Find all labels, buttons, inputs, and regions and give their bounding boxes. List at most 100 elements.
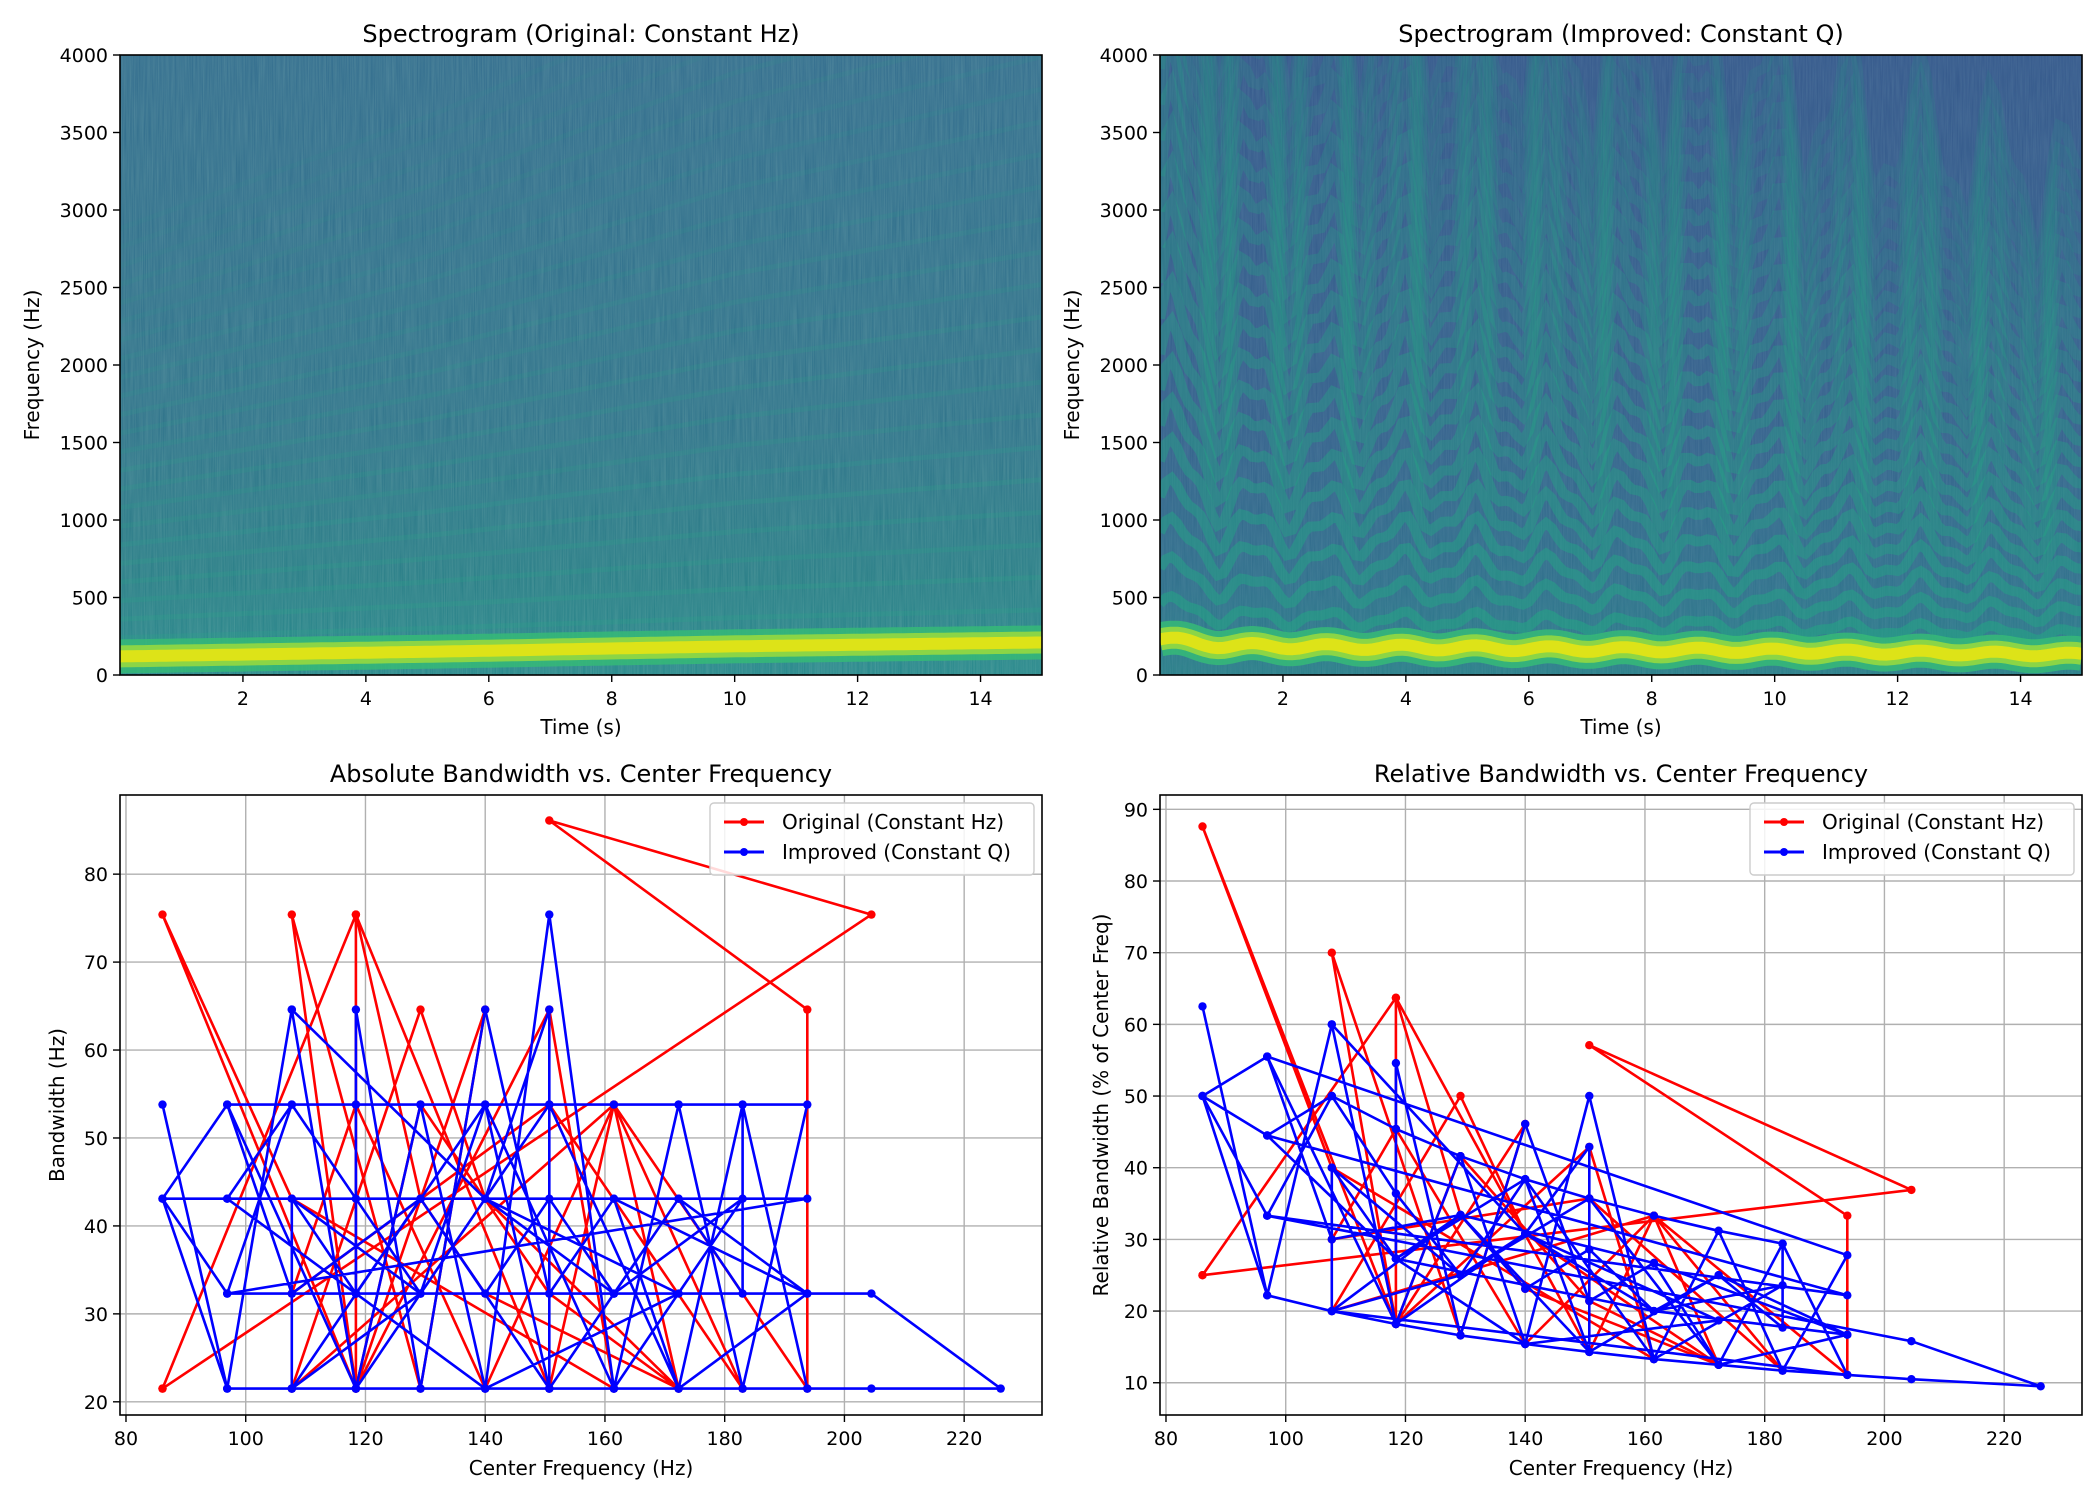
relative-bandwidth-improved-point [1327, 1235, 1337, 1244]
spectrogram-improved-ylabel: Frequency (Hz) [1060, 290, 1084, 441]
spectrogram-improved-harmonic-line [1160, 69, 2082, 420]
spectrogram-original-harmonic-line [120, 281, 1042, 455]
spectrogram-original-harmonic-line [120, 412, 1042, 529]
absolute-bandwidth-improved-point [416, 1384, 425, 1393]
spectrogram-original-harmonic-line [120, 55, 1042, 324]
spectrogram-original-title: Spectrogram (Original: Constant Hz) [362, 20, 799, 48]
spectrogram-improved-fundamental-line [1160, 631, 2082, 663]
relative-bandwidth-improved-point [1907, 1337, 1916, 1346]
absolute-bandwidth-xtick-label: 120 [347, 1428, 383, 1450]
absolute-bandwidth-improved-point [545, 1005, 554, 1014]
absolute-bandwidth-xtick-label: 220 [946, 1428, 982, 1450]
absolute-bandwidth-improved-point [674, 1384, 683, 1393]
absolute-bandwidth-original-point [867, 910, 876, 919]
absolute-bandwidth-original-point [416, 1005, 425, 1014]
relative-bandwidth-improved-point [1263, 1291, 1272, 1300]
relative-bandwidth-improved-point [1843, 1330, 1852, 1339]
relative-bandwidth-original-point [1391, 993, 1401, 1002]
relative-bandwidth-improved-point [1843, 1251, 1852, 1260]
relative-bandwidth-improved-point [1456, 1210, 1465, 1220]
relative-bandwidth-legend: Original (Constant Hz) Improved (Constan… [1749, 802, 2075, 876]
spectrogram-improved-xtick-label: 14 [2008, 688, 2032, 710]
spectrogram-improved-harmonic-line [1160, 551, 2082, 628]
spectrogram-original-harmonic-line [120, 574, 1042, 622]
relative-bandwidth-xtick-label: 180 [1747, 1428, 1783, 1450]
absolute-bandwidth-improved-point [867, 1384, 876, 1393]
absolute-bandwidth-improved-point [545, 1289, 554, 1298]
spectrogram-original-xtick-label: 12 [846, 688, 870, 710]
relative-bandwidth-original-point [1327, 948, 1337, 957]
relative-bandwidth-improved-point [1649, 1211, 1659, 1220]
spectrogram-improved-ytick-label: 2000 [1100, 355, 1148, 377]
relative-bandwidth-improved-point [1263, 1131, 1272, 1140]
relative-bandwidth-improved-point [1714, 1316, 1723, 1325]
absolute-bandwidth-ytick-label: 30 [84, 1304, 108, 1326]
spectrogram-original-xtick-label: 14 [968, 688, 992, 710]
relative-bandwidth-improved-point [1778, 1323, 1787, 1332]
absolute-bandwidth-improved-point [351, 1005, 361, 1014]
spectrogram-improved-harmonic-line [1160, 270, 2082, 506]
spectrogram-original-ytick-label: 0 [96, 665, 108, 687]
spectrogram-improved-fundamental-band [1160, 620, 2082, 674]
relative-bandwidth-improved-point [1907, 1375, 1916, 1384]
spectrogram-improved-ytick-label: 1000 [1100, 510, 1148, 532]
absolute-bandwidth-improved-point [738, 1384, 747, 1393]
spectrogram-original-harmonic-line [120, 379, 1042, 511]
spectrogram-original-harmonic-line [120, 477, 1042, 566]
absolute-bandwidth-improved-point [674, 1100, 683, 1109]
legend-original-label: Original (Constant Hz) [1822, 810, 2044, 834]
absolute-bandwidth-improved-point [738, 1289, 747, 1298]
relative-bandwidth-improved-point [1327, 1020, 1337, 1029]
absolute-bandwidth-improved-point [609, 1384, 619, 1393]
relative-bandwidth-xtick-label: 80 [1154, 1428, 1178, 1450]
relative-bandwidth-improved-point [1778, 1366, 1787, 1375]
legend-improved-label: Improved (Constant Q) [1822, 840, 2051, 864]
relative-bandwidth-improved-point [1521, 1175, 1530, 1184]
absolute-bandwidth-improved-point [158, 1100, 167, 1109]
spectrogram-original-ytick-label: 2500 [60, 278, 108, 300]
absolute-bandwidth-improved-point [481, 1100, 490, 1109]
relative-bandwidth-improved-point [1327, 1306, 1337, 1316]
spectrogram-improved-xtick-label: 6 [1523, 688, 1535, 710]
relative-bandwidth-ytick-label: 80 [1124, 871, 1148, 893]
spectrogram-improved-xtick-label: 4 [1400, 688, 1412, 710]
spectrogram-original-xtick-label: 2 [237, 688, 249, 710]
spectrogram-improved-harmonic-line [1160, 431, 2082, 576]
absolute-bandwidth-original-point [287, 910, 296, 919]
relative-bandwidth-original-point [1198, 1271, 1207, 1280]
spectrogram-improved-harmonic-line [1160, 310, 2082, 524]
relative-bandwidth-original-point [1456, 1091, 1465, 1101]
relative-bandwidth-improved-point [1263, 1211, 1272, 1220]
relative-bandwidth-panel: 80 100 120 140 160 180 200 220 10 20 30 40 50 60 70 80 9… [1089, 760, 2083, 1480]
absolute-bandwidth-improved-point [287, 1289, 296, 1298]
spectrogram-improved-panel: 2 4 6 8 10 12 14 0 500 1000 1500 2000 2500 3000 3500 40… [1060, 20, 2083, 739]
spectrogram-improved-harmonic-line [1160, 471, 2082, 593]
relative-bandwidth-improved-point [1391, 1254, 1401, 1263]
relative-bandwidth-improved-point [1714, 1226, 1723, 1236]
relative-bandwidth-improved-point [1585, 1194, 1594, 1203]
absolute-bandwidth-xtick-label: 160 [587, 1428, 623, 1450]
absolute-bandwidth-improved-point [609, 1100, 619, 1109]
absolute-bandwidth-improved-point [674, 1194, 683, 1203]
spectrogram-improved-harmonic-line [1160, 590, 2082, 645]
absolute-bandwidth-improved-point [287, 1005, 296, 1014]
absolute-bandwidth-improved-point [416, 1100, 425, 1109]
absolute-bandwidth-ytick-label: 50 [84, 1128, 108, 1150]
relative-bandwidth-xtick-label: 160 [1627, 1428, 1663, 1450]
absolute-bandwidth-ytick-label: 40 [84, 1216, 108, 1238]
absolute-bandwidth-xtick-label: 180 [707, 1428, 743, 1450]
spectrogram-improved-title: Spectrogram (Improved: Constant Q) [1398, 20, 1843, 48]
absolute-bandwidth-improved-point [674, 1289, 683, 1298]
absolute-bandwidth-improved-point [351, 1100, 361, 1109]
relative-bandwidth-improved-point [1327, 1163, 1337, 1172]
relative-bandwidth-ytick-label: 70 [1124, 943, 1148, 965]
spectrogram-improved-harmonic-line [1191, 55, 2082, 350]
absolute-bandwidth-legend: Original (Constant Hz) Improved (Constan… [709, 802, 1035, 876]
spectrogram-original-xlabel: Time (s) [539, 715, 621, 739]
spectrogram-improved-harmonic-line [1181, 55, 2082, 368]
spectrogram-improved-harmonic-line [1209, 55, 2082, 264]
relative-bandwidth-improved-point [1521, 1229, 1530, 1238]
absolute-bandwidth-ytick-label: 60 [84, 1040, 108, 1062]
relative-bandwidth-improved-point [1649, 1258, 1659, 1268]
spectrogram-original-ytick-label: 3000 [60, 200, 108, 222]
